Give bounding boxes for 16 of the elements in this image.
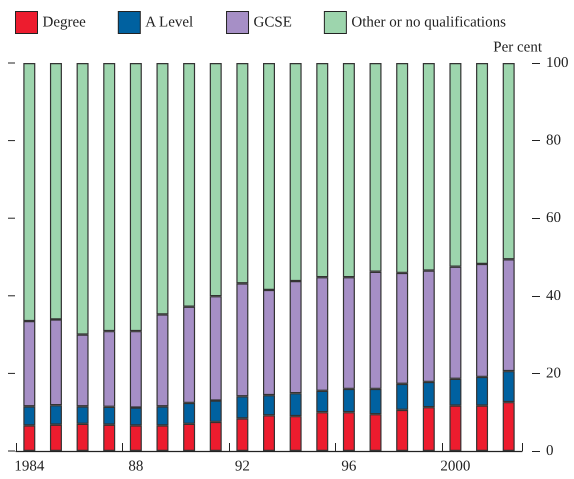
x-tick-label: 88 — [128, 458, 144, 474]
y-tick-label: 80 — [546, 132, 561, 149]
y-tick-label: 60 — [546, 210, 561, 226]
y-tick-label: 20 — [546, 365, 561, 382]
x-tick-label: 1984 — [14, 458, 45, 474]
y-tick-label: 40 — [546, 288, 561, 304]
legend-label: Degree — [42, 14, 86, 30]
y-tick-label: 100 — [546, 55, 568, 71]
legend-label: GCSE — [254, 14, 292, 30]
x-tick-label: 2000 — [440, 458, 470, 474]
legend-label: Other or no qualifications — [351, 14, 506, 30]
y-axis-title: Per cent — [493, 40, 543, 56]
y-tick-label: 0 — [546, 443, 554, 459]
x-tick-label: 92 — [234, 458, 250, 474]
x-tick-label: 96 — [341, 458, 357, 474]
legend-label: A Level — [145, 14, 194, 30]
